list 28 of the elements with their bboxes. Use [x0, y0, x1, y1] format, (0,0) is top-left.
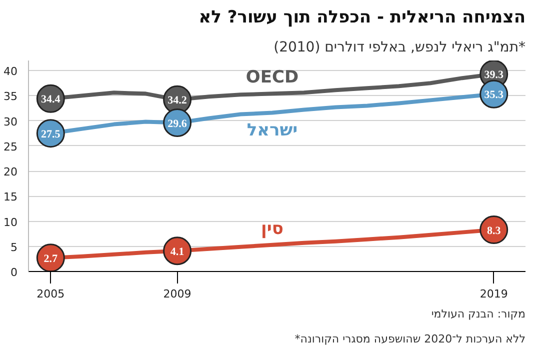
series-label: ישראל [246, 120, 298, 141]
data-label: 2.7 [44, 252, 58, 265]
text: *ללא הערכות ל־2020 שהושפעה מסגרי הקורונה [294, 332, 526, 346]
y-tick-label: 25 [4, 140, 18, 154]
data-label: 34.2 [168, 94, 188, 107]
x-tick-label: 2005 [36, 288, 65, 300]
y-tick-label: 5 [10, 240, 18, 254]
y-tick-label: 40 [4, 65, 18, 78]
chart-subtitle: תמ"ג ריאלי לנפש, באלפי דולרים (2010)* [274, 40, 526, 56]
x-tick-label: 2019 [480, 288, 508, 300]
series-label: OECD [246, 68, 299, 88]
data-label: 34.4 [41, 94, 61, 106]
data-label: 29.6 [168, 118, 188, 130]
data-label: 4.1 [170, 246, 184, 258]
text: מקור: הבנק העולמי [431, 308, 526, 320]
data-label: 39.3 [484, 69, 504, 82]
y-tick-label: 30 [4, 115, 18, 128]
y-tick-label: 20 [4, 166, 18, 179]
y-tick-label: 10 [4, 216, 18, 229]
series-label: סין [261, 218, 284, 239]
data-label: 27.5 [41, 128, 61, 140]
data-label: 8.3 [486, 224, 502, 237]
y-tick-label: 35 [4, 90, 18, 104]
y-tick-label: 0 [10, 266, 18, 279]
data-label: 35.3 [484, 89, 504, 102]
chart-title: הצמיחה הריאלית - הכפלה תוך עשור? לא [198, 8, 526, 28]
x-tick-label: 2009 [163, 288, 192, 300]
y-tick-label: 15 [4, 190, 18, 204]
